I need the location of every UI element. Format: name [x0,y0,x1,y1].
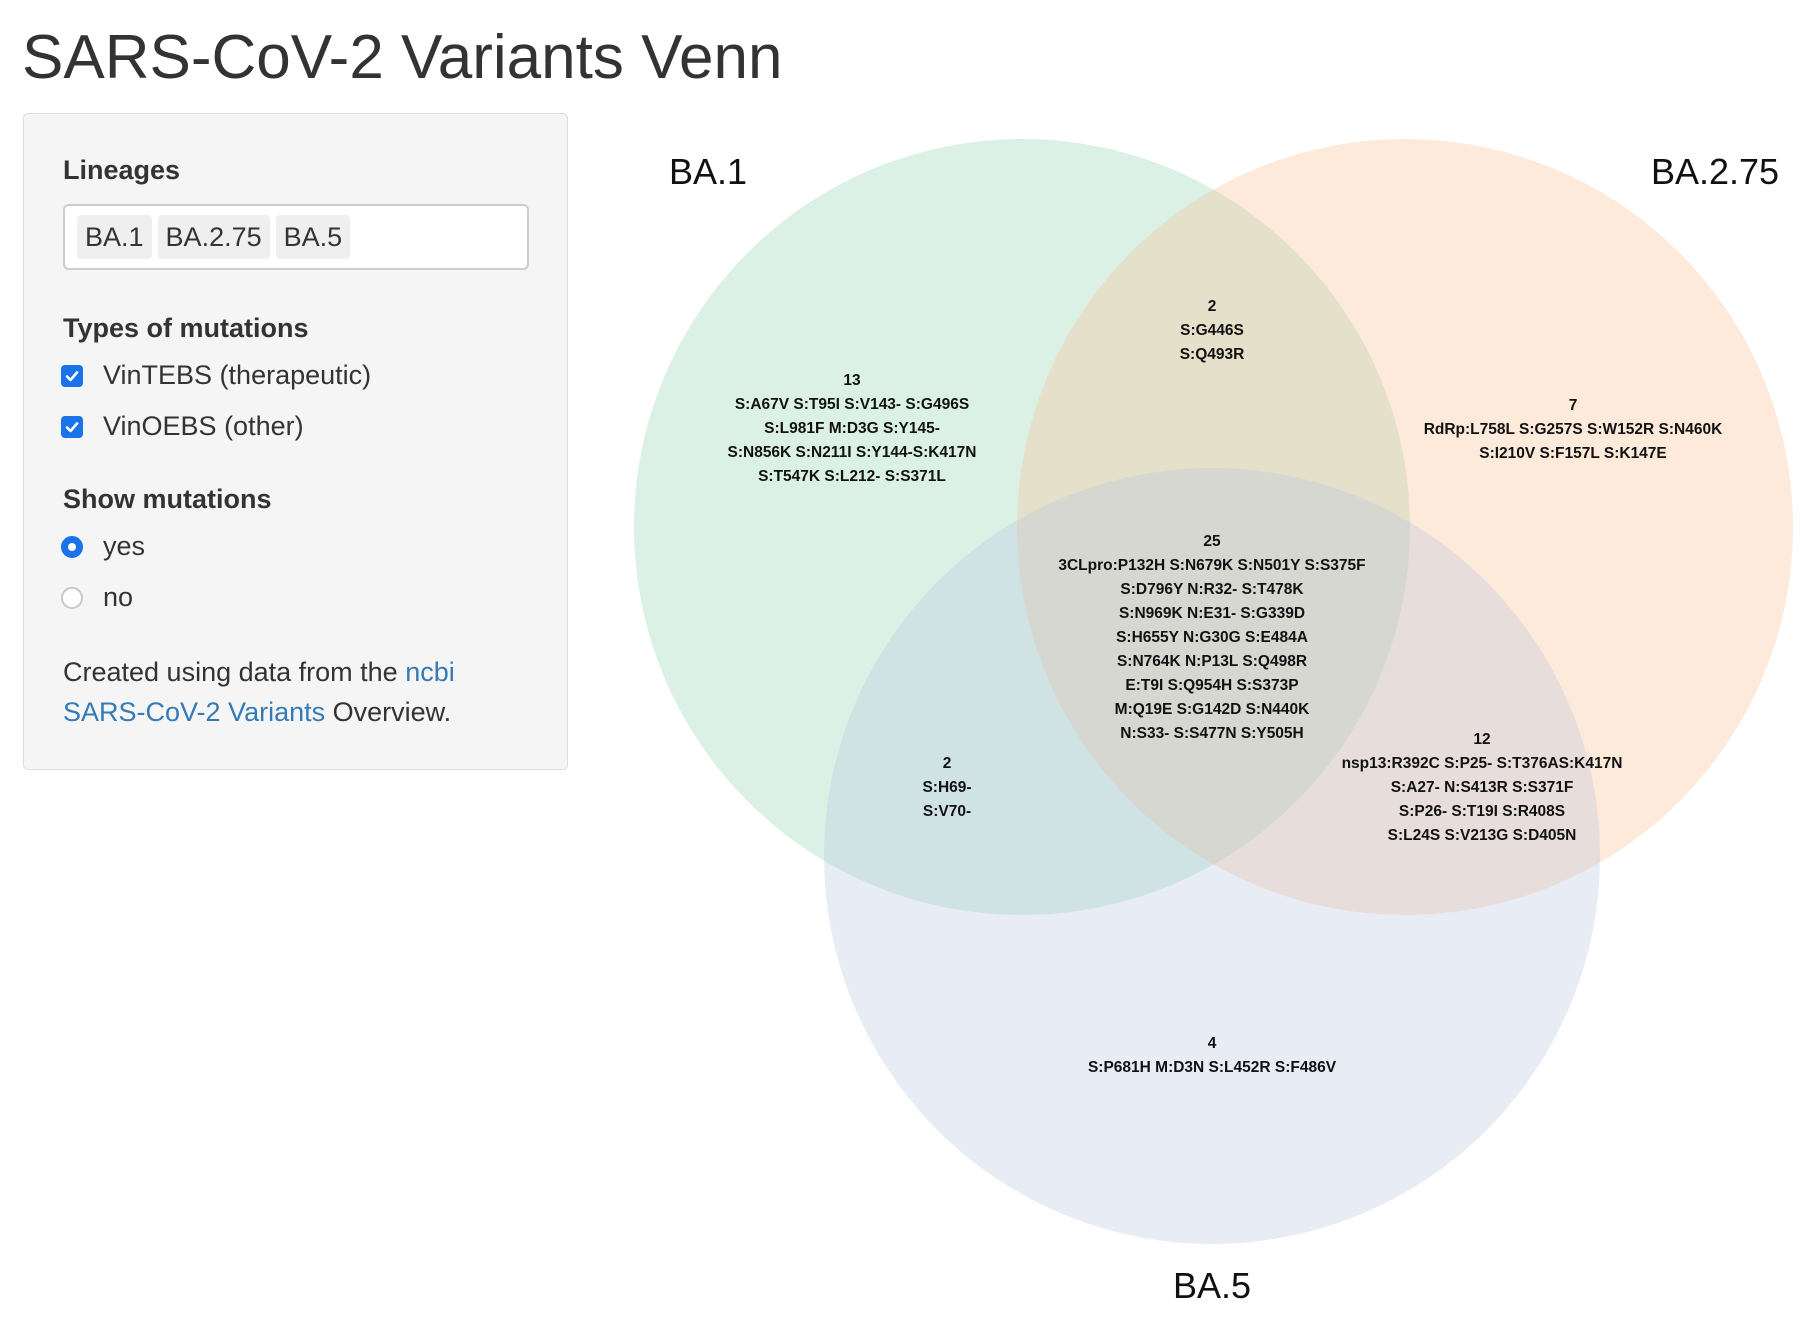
set-label-ba1: BA.1 [669,151,747,192]
region-mutation-line: S:A67V S:T95I S:V143- S:G496S [735,396,969,413]
region-count: 13 [843,372,861,389]
venn-circle-ba5 [824,468,1600,1244]
credit-suffix: Overview. [332,697,452,727]
sidebar-panel: Lineages BA.1 BA.2.75 BA.5 Types of muta… [23,113,568,770]
checkbox-label: VinOEBS (other) [103,411,304,441]
region-ba1-ba5: 2 S:H69- S:V70- [922,755,971,820]
region-mutation-line: S:D796Y N:R32- S:T478K [1120,581,1304,598]
radio-no[interactable]: no [61,582,133,613]
region-mutation-line: S:N856K S:N211I S:Y144-S:K417N [728,444,977,461]
region-count: 2 [943,755,952,772]
venn-circle-ba275 [1017,139,1793,915]
region-mutation-line: S:L24S S:V213G S:D405N [1388,827,1577,844]
lineages-label: Lineages [63,155,181,185]
radio-label: yes [103,531,146,561]
lineage-chip[interactable]: BA.5 [275,215,351,259]
lineage-chip[interactable]: BA.1 [77,215,152,259]
region-mutation-line: N:S33- S:S477N S:Y505H [1120,725,1304,742]
checkbox-checked-icon[interactable] [61,415,83,438]
ncbi-link[interactable]: ncbi [405,657,455,687]
show-mutations-label: Show mutations [63,484,272,514]
lineages-select-input[interactable]: BA.1 BA.2.75 BA.5 [63,204,529,270]
region-ba275-ba5: 12 nsp13:R392C S:P25- S:T376AS:K417N S:A27… [1342,731,1623,844]
lineage-chip[interactable]: BA.2.75 [157,215,270,259]
region-all-three: 25 3CLpro:P132H S:N679K S:N501Y S:S375F S:… [1058,533,1365,742]
radio-label: no [103,582,134,612]
checkbox-checked-icon[interactable] [61,364,83,387]
region-mutation-line: S:H69- [922,779,971,796]
region-count: 2 [1208,298,1217,315]
region-ba1-only: 13 S:A67V S:T95I S:V143- S:G496S S:L981F M… [728,372,977,485]
region-count: 4 [1208,1035,1217,1052]
radio-yes[interactable]: yes [61,531,145,562]
region-mutation-line: S:G446S [1180,322,1244,339]
radio-unselected-icon[interactable] [61,586,83,609]
region-mutation-line: S:H655Y N:G30G S:E484A [1116,629,1308,646]
checkbox-vinoebs[interactable]: VinOEBS (other) [61,411,304,442]
types-of-mutations-label: Types of mutations [63,313,309,343]
region-ba275-only: 7 RdRp:L758L S:G257S S:W152R S:N460K S:I21… [1424,397,1723,462]
region-mutation-line: S:V70- [923,803,971,820]
region-mutation-line: S:L981F M:D3G S:Y145- [764,420,940,437]
region-mutation-line: S:N969K N:E31- S:G339D [1119,605,1305,622]
region-count: 25 [1203,533,1221,550]
credit-prefix: Created using data from the [63,657,398,687]
checkbox-vintebs[interactable]: VinTEBS (therapeutic) [61,360,371,391]
venn-circle-ba1 [634,139,1410,915]
region-mutation-line: RdRp:L758L S:G257S S:W152R S:N460K [1424,421,1723,438]
region-ba1-ba275: 2 S:G446S S:Q493R [1180,298,1245,363]
region-mutation-line: 3CLpro:P132H S:N679K S:N501Y S:S375F [1058,557,1365,574]
set-label-ba275: BA.2.75 [1651,151,1779,192]
variants-overview-link[interactable]: SARS-CoV-2 Variants [63,697,326,727]
region-mutation-line: S:N764K N:P13L S:Q498R [1117,653,1307,670]
region-mutation-line: nsp13:R392C S:P25- S:T376AS:K417N [1342,755,1623,772]
region-ba5-only: 4 S:P681H M:D3N S:L452R S:F486V [1088,1035,1337,1076]
region-mutation-line: E:T9I S:Q954H S:S373P [1125,677,1298,694]
checkbox-label: VinTEBS (therapeutic) [103,360,372,390]
radio-selected-icon[interactable] [61,535,83,558]
region-mutation-line: S:P681H M:D3N S:L452R S:F486V [1088,1059,1337,1076]
region-mutation-line: S:I210V S:F157L S:K147E [1479,445,1667,462]
region-mutation-line: M:Q19E S:G142D S:N440K [1115,701,1310,718]
page-title: SARS-CoV-2 Variants Venn [22,23,783,92]
venn-diagram: BA.1 BA.2.75 BA.5 13 S:A67V S:T95I S:V143… [634,139,1793,1306]
region-count: 12 [1473,731,1490,748]
region-mutation-line: S:A27- N:S413R S:S371F [1391,779,1574,796]
set-label-ba5: BA.5 [1173,1265,1251,1306]
region-mutation-line: S:Q493R [1180,346,1245,363]
region-mutation-line: S:T547K S:L212- S:S371L [758,468,946,485]
region-mutation-line: S:P26- S:T19I S:R408S [1399,803,1565,820]
region-count: 7 [1569,397,1578,414]
credit-text: Created using data from the ncbi SARS-Co… [63,652,533,732]
